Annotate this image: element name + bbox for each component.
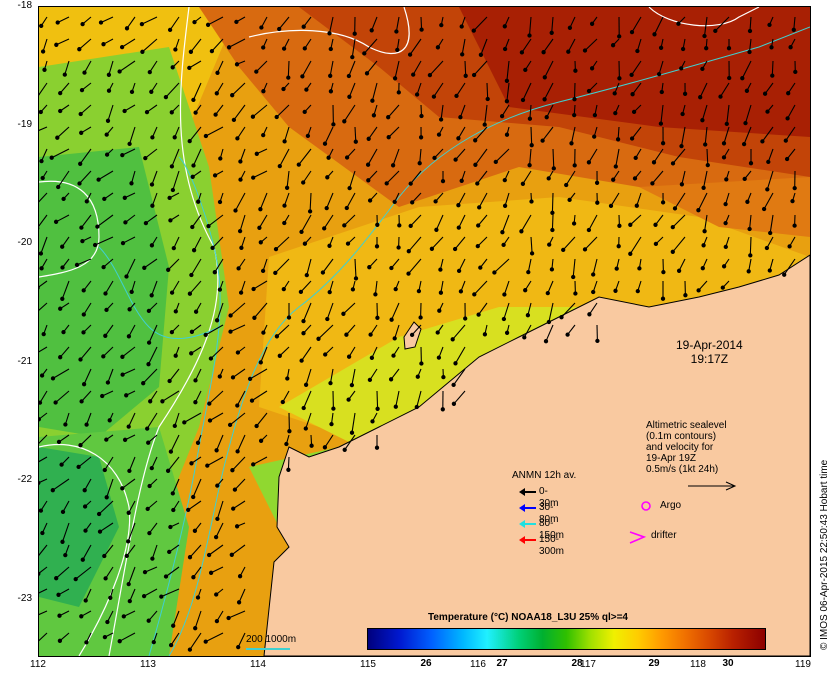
x-tick-label: 115 — [360, 659, 376, 670]
colorbar-tick: 29 — [648, 658, 660, 669]
x-tick-label: 119 — [795, 659, 811, 670]
x-tick-label: 118 — [690, 659, 706, 670]
contour-legend: 200 1000m — [246, 634, 297, 650]
anmn-legend-label: 0-30m — [539, 486, 559, 509]
y-tick-label: -22 — [17, 474, 32, 485]
drifter-chevron-icon — [629, 531, 647, 544]
altimetry-line: (0.1m contours) — [646, 431, 717, 442]
y-tick-label: -23 — [17, 593, 32, 604]
sst-map-canvas — [39, 7, 810, 656]
x-tick-label: 112 — [30, 659, 46, 670]
colorbar-tick: 30 — [722, 658, 734, 669]
argo-label: Argo — [660, 500, 682, 511]
sealevel-contours — [39, 7, 760, 656]
altimetry-line: and velocity for — [646, 442, 714, 453]
arrow-icon — [519, 536, 536, 544]
velocity-scale-arrow-icon — [688, 481, 737, 491]
y-tick-label: -19 — [17, 119, 32, 130]
x-tick-label: 116 — [470, 659, 486, 670]
y-tick-label: -18 — [17, 0, 32, 11]
argo-circle-icon — [641, 501, 651, 511]
imos-credit: © IMOS 06-Apr-2015 22:50:43 Hobart time — [819, 459, 830, 650]
x-tick-label: 113 — [140, 659, 156, 670]
anmn-legend-label: 80-150m — [539, 518, 565, 541]
altimetry-line: Altimetric sealevel — [646, 420, 727, 431]
altimetry-line: 0.5m/s (1kt 24h) — [646, 464, 719, 475]
bathymetry-contours — [98, 26, 810, 656]
colorbar-title: Temperature (°C) NOAA18_L3U 25% ql>=4 — [428, 612, 628, 623]
velocity-arrows — [39, 16, 798, 652]
contour-legend-label: 200 1000m — [246, 634, 297, 645]
sst-map — [38, 6, 811, 657]
y-tick-label: -21 — [17, 356, 32, 367]
drifter-label: drifter — [651, 530, 677, 541]
arrow-icon — [519, 488, 536, 496]
anmn-legend-label: 150-300m — [539, 534, 565, 557]
y-tick-label: -20 — [17, 237, 32, 248]
colorbar-tick: 28 — [571, 658, 583, 669]
observation-datetime: 19-Apr-2014 19:17Z — [676, 338, 743, 366]
x-tick-label: 117 — [580, 659, 596, 670]
land-mass — [263, 254, 810, 656]
colorbar-tick: 26 — [420, 658, 432, 669]
anmn-legend-label: 30-80m — [539, 502, 559, 525]
observation-date: 19-Apr-2014 — [676, 338, 743, 352]
x-tick-label: 114 — [250, 659, 266, 670]
contour-legend-line — [246, 648, 290, 650]
anmn-legend-title: ANMN 12h av. — [512, 470, 577, 481]
colorbar-tick: 27 — [496, 658, 508, 669]
altimetry-legend: Altimetric sealevel (0.1m contours) and … — [646, 420, 727, 475]
altimetry-line: 19-Apr 19Z — [646, 453, 697, 464]
observation-time: 19:17Z — [690, 352, 729, 366]
arrow-icon — [519, 520, 536, 528]
temperature-colorbar — [367, 628, 766, 650]
arrow-icon — [519, 504, 536, 512]
